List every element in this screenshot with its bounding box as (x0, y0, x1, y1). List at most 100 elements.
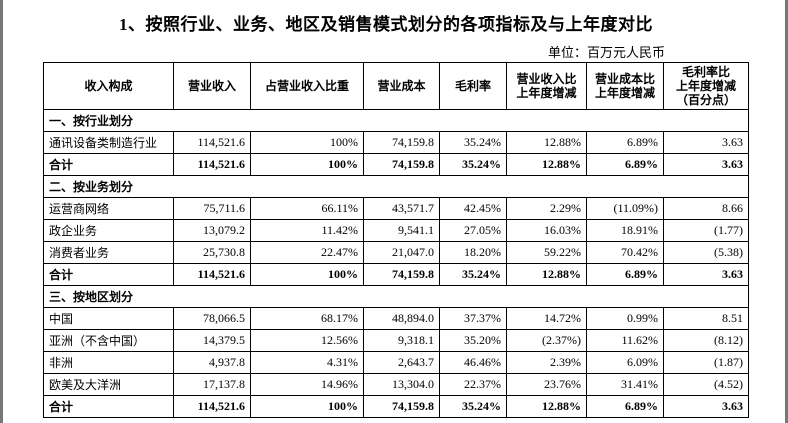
cell: 通讯设备类制造行业 (43, 131, 174, 154)
cell: 37.37% (439, 307, 507, 330)
cell: 114,521.6 (173, 263, 251, 286)
section-title: 一、按行业划分 (43, 109, 749, 132)
cell: 13,304.0 (363, 373, 440, 396)
cell: 74,159.8 (363, 131, 440, 154)
cell: 21,047.0 (363, 241, 440, 264)
cell: 114,521.6 (173, 395, 251, 418)
cell: (2.37%) (506, 329, 587, 352)
header-row: 收入构成 营业收入 占营业收入比重 营业成本 毛利率 营业收入比 上年度增减 营业成本比 上… (43, 62, 749, 110)
cell: 74,159.8 (363, 263, 440, 286)
cell: 114,521.6 (173, 153, 251, 176)
title: 1、按照行业、业务、地区及销售模式划分的各项指标及与上年度对比 (119, 15, 653, 34)
cell: (11.09%) (586, 197, 664, 220)
column-header: 营业成本比 上年度增减 (586, 62, 664, 110)
cell: 8.66 (663, 197, 749, 220)
cell: 66.11% (250, 197, 364, 220)
cell: 12.88% (506, 395, 587, 418)
column-header: 营业收入 (173, 62, 251, 110)
cell: 12.88% (506, 153, 587, 176)
cell: 9,318.1 (363, 329, 440, 352)
cell: 46.46% (439, 351, 507, 374)
table-row: 中国 78,066.5 68.17% 48,894.0 37.37% 14.72% 0.99… (43, 307, 749, 330)
cell: 12.88% (506, 263, 587, 286)
cell: 100% (250, 131, 364, 154)
cell: 合计 (43, 153, 174, 176)
cell: (8.12) (663, 329, 749, 352)
cell: 4,937.8 (173, 351, 251, 374)
cell: 59.22% (506, 241, 587, 264)
cell: 亚洲（不含中国） (43, 329, 174, 352)
cell: 35.20% (439, 329, 507, 352)
cell: 17,137.8 (173, 373, 251, 396)
cell: 31.41% (586, 373, 664, 396)
column-header: 营业收入比 上年度增减 (506, 62, 587, 110)
cell: 22.47% (250, 241, 364, 264)
cell: 6.89% (586, 153, 664, 176)
cell: 4.31% (250, 351, 364, 374)
cell: 35.24% (439, 153, 507, 176)
cell: (4.52) (663, 373, 749, 396)
cell: 35.24% (439, 131, 507, 154)
cell: 78,066.5 (173, 307, 251, 330)
table-row: 消费者业务 25,730.8 22.47% 21,047.0 18.20% 59.22% 7… (43, 241, 749, 264)
section-row: 一、按行业划分 (43, 109, 749, 132)
column-header: 营业成本 (363, 62, 440, 110)
cell: 2.29% (506, 197, 587, 220)
section-row: 二、按业务划分 (43, 175, 749, 198)
cell: 6.09% (586, 351, 664, 374)
cell: 6.89% (586, 263, 664, 286)
cell: 2,643.7 (363, 351, 440, 374)
cell: 18.91% (586, 219, 664, 242)
table: 收入构成 营业收入 占营业收入比重 营业成本 毛利率 营业收入比 上年度增减 营业成本比 上… (43, 62, 749, 418)
cell: 48,894.0 (363, 307, 440, 330)
cell: 运营商网络 (43, 197, 174, 220)
table-row: 欧美及大洋洲 17,137.8 14.96% 13,304.0 22.37% 23.76%… (43, 373, 749, 396)
cell: 2.39% (506, 351, 587, 374)
table-row: 亚洲（不含中国） 14,379.5 12.56% 9,318.1 35.20% (2.37… (43, 329, 749, 352)
cell: 18.20% (439, 241, 507, 264)
cell: 6.89% (586, 395, 664, 418)
cell: 35.24% (439, 263, 507, 286)
column-header: 毛利率比 上年度增减 （百分点） (663, 62, 749, 110)
column-header: 收入构成 (43, 62, 174, 110)
cell: 42.45% (439, 197, 507, 220)
table-row: 运营商网络 75,711.6 66.11% 43,571.7 42.45% 2.29% (1… (43, 197, 749, 220)
section-row: 三、按地区划分 (43, 285, 749, 308)
cell: 25,730.8 (173, 241, 251, 264)
table-row: 非洲 4,937.8 4.31% 2,643.7 46.46% 2.39% 6.09% (1.… (43, 351, 749, 374)
cell: (1.87) (663, 351, 749, 374)
cell: 11.62% (586, 329, 664, 352)
cell: 0.99% (586, 307, 664, 330)
cell: 合计 (43, 395, 174, 418)
cell: 16.03% (506, 219, 587, 242)
cell: 74,159.8 (363, 153, 440, 176)
cell: 23.76% (506, 373, 587, 396)
cell: 100% (250, 263, 364, 286)
cell: 100% (250, 395, 364, 418)
cell: 合计 (43, 263, 174, 286)
cell: (1.77) (663, 219, 749, 242)
table-row: 合计 114,521.6 100% 74,159.8 35.24% 12.88% 6.89%… (43, 395, 749, 418)
cell: 27.05% (439, 219, 507, 242)
cell: 11.42% (250, 219, 364, 242)
cell: 74,159.8 (363, 395, 440, 418)
cell: 43,571.7 (363, 197, 440, 220)
cell: 14.72% (506, 307, 587, 330)
section-title: 三、按地区划分 (43, 285, 749, 308)
cell: 14.96% (250, 373, 364, 396)
cell: 欧美及大洋洲 (43, 373, 174, 396)
section-title: 二、按业务划分 (43, 175, 749, 198)
cell: 22.37% (439, 373, 507, 396)
column-header: 毛利率 (439, 62, 507, 110)
cell: 75,711.6 (173, 197, 251, 220)
table-row: 通讯设备类制造行业 114,521.6 100% 74,159.8 35.24% 12.8… (43, 131, 749, 154)
unit: 单位：百万元人民币 (548, 45, 666, 60)
cell: 6.89% (586, 131, 664, 154)
cell: 政企业务 (43, 219, 174, 242)
table-row: 政企业务 13,079.2 11.42% 9,541.1 27.05% 16.03% 18.… (43, 219, 749, 242)
cell: 非洲 (43, 351, 174, 374)
table-row: 合计 114,521.6 100% 74,159.8 35.24% 12.88% 6.89%… (43, 153, 749, 176)
cell: 3.63 (663, 263, 749, 286)
cell: 3.63 (663, 153, 749, 176)
